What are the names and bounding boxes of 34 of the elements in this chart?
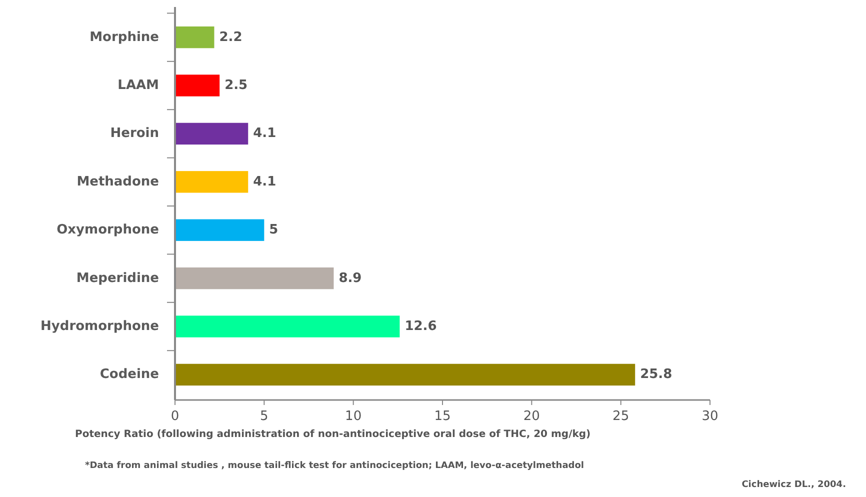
data-label: 2.2 [219,30,242,45]
y-tick-label: Morphine [90,30,160,45]
data-label: 2.5 [224,78,248,94]
text: *Data from animal studies , mouse tail-flick test for antinociception; LAAM, levo-α-acetylmethadol [85,461,584,471]
x-tick-label: 15 [434,409,451,424]
x-tick-label: 25 [612,409,630,424]
bar [175,316,400,338]
x-tick-label: 0 [170,409,180,424]
x-tick-label: 10 [345,409,362,424]
data-label: 4.1 [253,126,276,142]
bar [175,219,264,241]
y-tick-label: LAAM [118,78,159,94]
data-label: 12.6 [404,318,437,334]
x-tick-label: 5 [260,409,268,424]
y-tick-label: Oxymorphone [56,222,160,238]
y-tick-label: Meperidine [76,270,160,286]
y-tick-label: Methadone [76,174,160,190]
text: Cichewicz DL., 2004. [742,480,846,490]
bar [175,171,248,193]
bar [175,122,248,145]
y-tick-label: Hydromorphone [40,318,160,334]
y-tick-label: Codeine [100,367,160,382]
data-label: 5 [269,222,278,238]
data-label: 8.9 [338,270,362,286]
data-label: 25.8 [640,367,672,382]
bar [175,267,334,290]
bar [175,364,636,386]
bar [175,74,220,96]
data-label: 4.1 [253,174,276,190]
y-tick-label: Heroin [110,126,159,142]
x-tick-label: 20 [523,409,540,424]
x-tick-label: 30 [702,409,718,424]
bar [175,26,214,48]
x-axis-title: Potency Ratio (following administration of non-antinociceptive oral dose of THC, 20 mg/kg) [75,429,591,440]
